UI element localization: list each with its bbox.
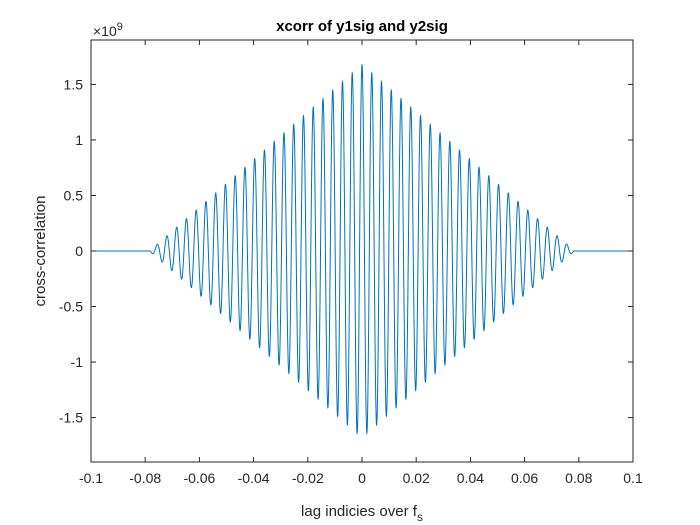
y-tick-label: -1.5 — [59, 410, 83, 426]
x-tick-label: -0.06 — [183, 470, 215, 486]
chart-title: xcorr of y1sig and y2sig — [276, 18, 448, 35]
y-tick-label: 1.5 — [64, 76, 84, 92]
x-tick-label: -0.1 — [79, 470, 103, 486]
x-tick-label: 0.04 — [457, 470, 484, 486]
y-tick-label: -1 — [71, 354, 84, 370]
x-tick-label: 0.02 — [403, 470, 430, 486]
y-exponent-base: ×10 — [93, 23, 117, 39]
y-tick-label: 0.5 — [64, 187, 84, 203]
axes-layer: -0.1 -0.08 -0.06 -0.04 -0.02 0 0.02 0.04 0.06 0.0… — [59, 39, 643, 486]
x-axis-label-subscript: s — [417, 510, 423, 524]
y-tick-label: 1 — [75, 132, 83, 148]
x-tick-label: 0.06 — [511, 470, 538, 486]
x-tick-label: -0.04 — [238, 470, 270, 486]
y-exponent-power: 9 — [117, 21, 123, 33]
y-tick-label: 0 — [75, 243, 83, 259]
x-tick-label: 0 — [358, 470, 366, 486]
plot-area — [91, 40, 633, 462]
labels-layer: xcorr of y1sig and y2sig lag indicies ov… — [32, 18, 448, 524]
series-layer — [91, 64, 633, 435]
x-tick-label: -0.08 — [129, 470, 161, 486]
series-line-0 — [91, 64, 633, 435]
x-tick-label: -0.02 — [292, 470, 324, 486]
x-axis-label-text: lag indicies over f — [301, 503, 418, 520]
x-axis-label: lag indicies over fs — [301, 503, 423, 524]
x-tick-label: 0.08 — [565, 470, 592, 486]
y-axis-label: cross-correlation — [32, 196, 49, 307]
x-tick-label: 0.1 — [623, 470, 643, 486]
y-exponent-label: ×109 — [93, 21, 123, 39]
y-tick-label: -0.5 — [59, 299, 83, 315]
